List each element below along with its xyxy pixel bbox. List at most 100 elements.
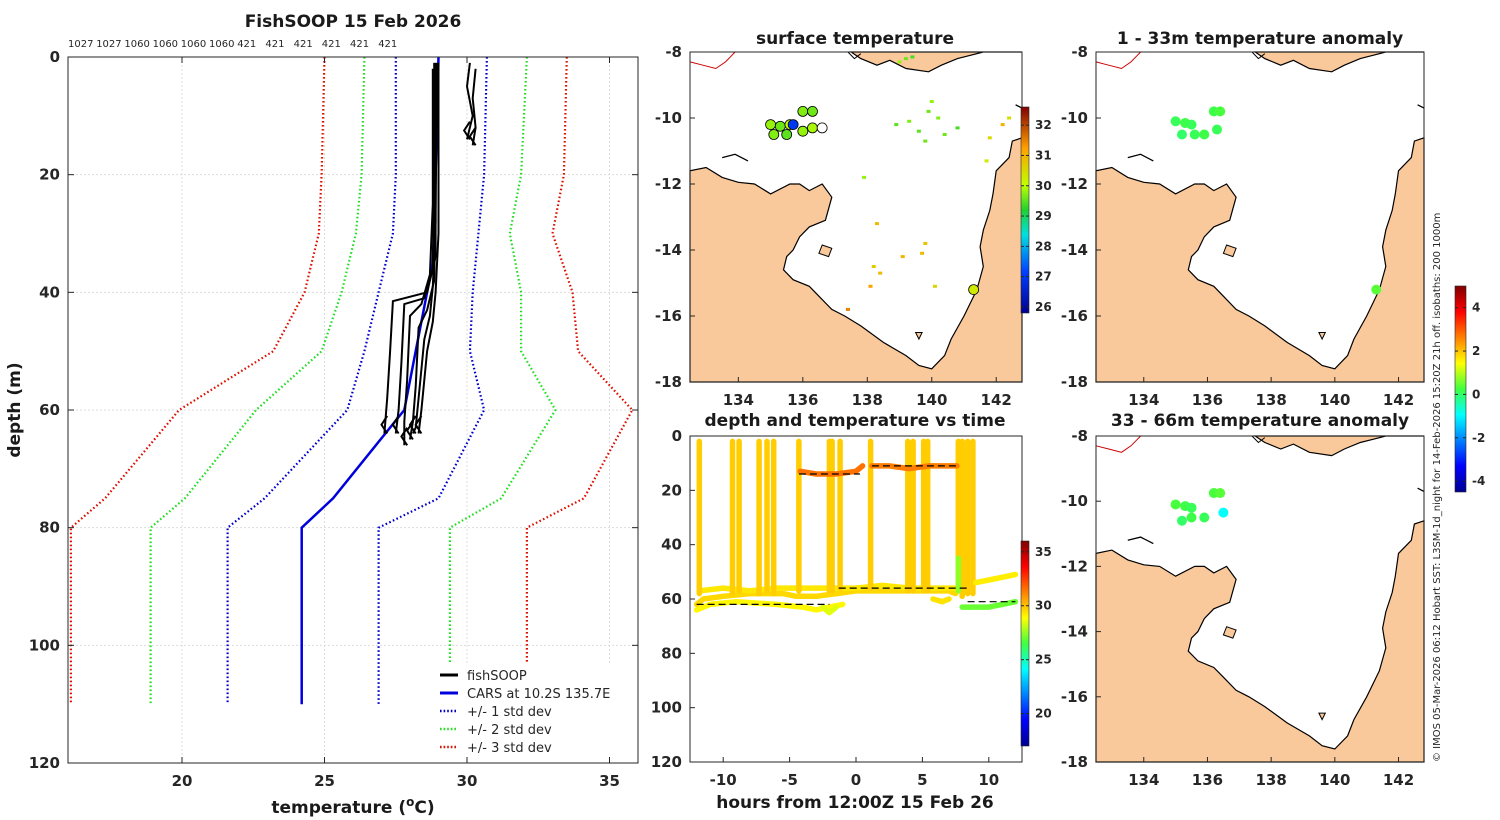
top-label: 421 xyxy=(265,39,284,50)
map-ytick-label: -18 xyxy=(655,373,682,391)
obs-point xyxy=(787,119,799,130)
dt-ytick-label: 80 xyxy=(661,644,682,662)
colorbar-label: -2 xyxy=(1472,431,1485,445)
obs-point xyxy=(1199,129,1210,140)
colorbar-label: 31 xyxy=(1035,148,1052,162)
depth-track-24 xyxy=(820,604,839,616)
legend-label: CARS at 10.2S 135.7E xyxy=(467,687,610,702)
legend-label: +/- 1 std dev xyxy=(467,705,552,720)
map-ytick-label: -10 xyxy=(1061,109,1088,127)
profile-ytick-label: 120 xyxy=(29,754,60,772)
sst-pixel xyxy=(923,139,928,143)
sst-pixel xyxy=(942,133,947,136)
map-xtick-label: 134 xyxy=(1128,391,1159,409)
map-xtick-label: 134 xyxy=(1128,771,1159,789)
map-xtick-label: 142 xyxy=(1383,391,1414,409)
profile-ytick-label: 80 xyxy=(39,519,60,537)
fishsoop-profile-7 xyxy=(471,68,477,146)
legend-label: +/- 3 std dev xyxy=(467,741,552,756)
map-xtick-label: 136 xyxy=(787,391,818,409)
sst-map-panel: 134 136 138 140 142 -8 -10 -12 -14 -16 -18 surface… xyxy=(655,29,1023,409)
dt-xtick-label: -10 xyxy=(710,771,737,789)
profile-series-4 xyxy=(448,56,557,705)
profile-ytick-label: 20 xyxy=(39,166,60,184)
sst-pixel xyxy=(926,109,931,113)
profile-series-5 xyxy=(69,56,326,705)
obs-point xyxy=(807,122,818,134)
colorbar-label: -4 xyxy=(1472,474,1485,488)
dt-xtick-label: 10 xyxy=(978,771,999,789)
sst-pixel xyxy=(936,116,941,120)
map-xtick-label: 134 xyxy=(723,391,754,409)
obs-point xyxy=(1170,499,1181,510)
profile-ytick-label: 0 xyxy=(50,48,60,66)
top-label: 1027 xyxy=(68,39,93,50)
obs-point xyxy=(774,120,786,132)
obs-point xyxy=(1176,129,1187,140)
anomaly-33-66m-panel: 134 136 138 140 142 -8 -10 -12 -14 -16 -18 33 - 66… xyxy=(1061,411,1425,789)
sst-pixel xyxy=(907,119,912,123)
colorbar-label: 29 xyxy=(1035,209,1052,223)
map-ytick-label: -12 xyxy=(655,175,682,193)
land-mass xyxy=(1095,136,1425,383)
obs-point xyxy=(1199,512,1210,523)
dt-ytick-label: 100 xyxy=(651,699,682,717)
profile-legend: fishSOOP CARS at 10.2S 135.7E +/- 1 std de… xyxy=(436,664,634,756)
map-xtick-label: 136 xyxy=(1192,771,1223,789)
sst-pixel xyxy=(910,55,915,59)
profile-ytick-label: 60 xyxy=(39,401,60,419)
top-label: 1027 xyxy=(96,39,121,50)
dt-ytick-label: 120 xyxy=(651,753,682,771)
profile-series-3 xyxy=(149,56,366,705)
top-label: 1060 xyxy=(181,39,206,50)
anomaly-colorbar: -4 -2 0 2 4 xyxy=(1454,285,1485,493)
sst-pixel xyxy=(871,265,876,268)
sst-pixel xyxy=(984,159,989,163)
fishsoop-profile-2 xyxy=(403,68,434,446)
obs-point xyxy=(968,284,980,296)
obs-point xyxy=(816,122,828,134)
obs-point xyxy=(797,106,809,117)
map-ytick-label: -8 xyxy=(665,43,682,61)
colorbar-label: 30 xyxy=(1035,599,1052,613)
dt-ytick-label: 0 xyxy=(672,427,682,445)
depth-time-xlabel: hours from 12:00Z 15 Feb 26 xyxy=(716,793,994,813)
island xyxy=(1318,712,1327,721)
top-label: 421 xyxy=(294,39,313,50)
map-ytick-label: -12 xyxy=(1061,557,1088,575)
profile-ylabel: depth (m) xyxy=(5,362,25,457)
colorbar-label: 0 xyxy=(1472,387,1480,401)
sst-colorbar: 26 27 28 29 30 31 32 xyxy=(1020,106,1052,314)
map-ytick-label: -14 xyxy=(1061,241,1088,259)
sst-pixel xyxy=(903,57,908,61)
profile-series-1 xyxy=(226,57,397,705)
sst-pixel xyxy=(932,284,937,288)
map-ytick-label: -8 xyxy=(1071,43,1088,61)
profile-series-2 xyxy=(377,56,488,705)
coast-island xyxy=(1417,104,1425,109)
sst-pixel xyxy=(894,123,899,127)
map-ytick-label: -10 xyxy=(655,109,682,127)
coast-detail xyxy=(847,51,862,60)
depth-track-27 xyxy=(959,598,1019,610)
fishsoop-profile-jitter xyxy=(391,415,400,435)
map-ytick-label: -14 xyxy=(1061,623,1088,641)
colorbar-label: 25 xyxy=(1035,653,1052,667)
top-label: 1060 xyxy=(124,39,149,50)
fishsoop-profile-jitter xyxy=(468,127,477,146)
island xyxy=(1222,626,1237,639)
sst-pixel xyxy=(878,271,883,275)
obs-point xyxy=(807,106,818,117)
isobath-line xyxy=(1095,435,1141,453)
map-ytick-label: -18 xyxy=(1061,373,1088,391)
map-xtick-label: 140 xyxy=(1319,391,1350,409)
top-label: 421 xyxy=(350,39,369,50)
map-xtick-label: 140 xyxy=(916,391,947,409)
coast-island xyxy=(722,153,749,162)
dt-ytick-label: 40 xyxy=(661,536,682,554)
coast-detail xyxy=(1251,435,1266,444)
colorbar-label: 4 xyxy=(1472,301,1480,315)
obs-point xyxy=(1186,502,1197,513)
